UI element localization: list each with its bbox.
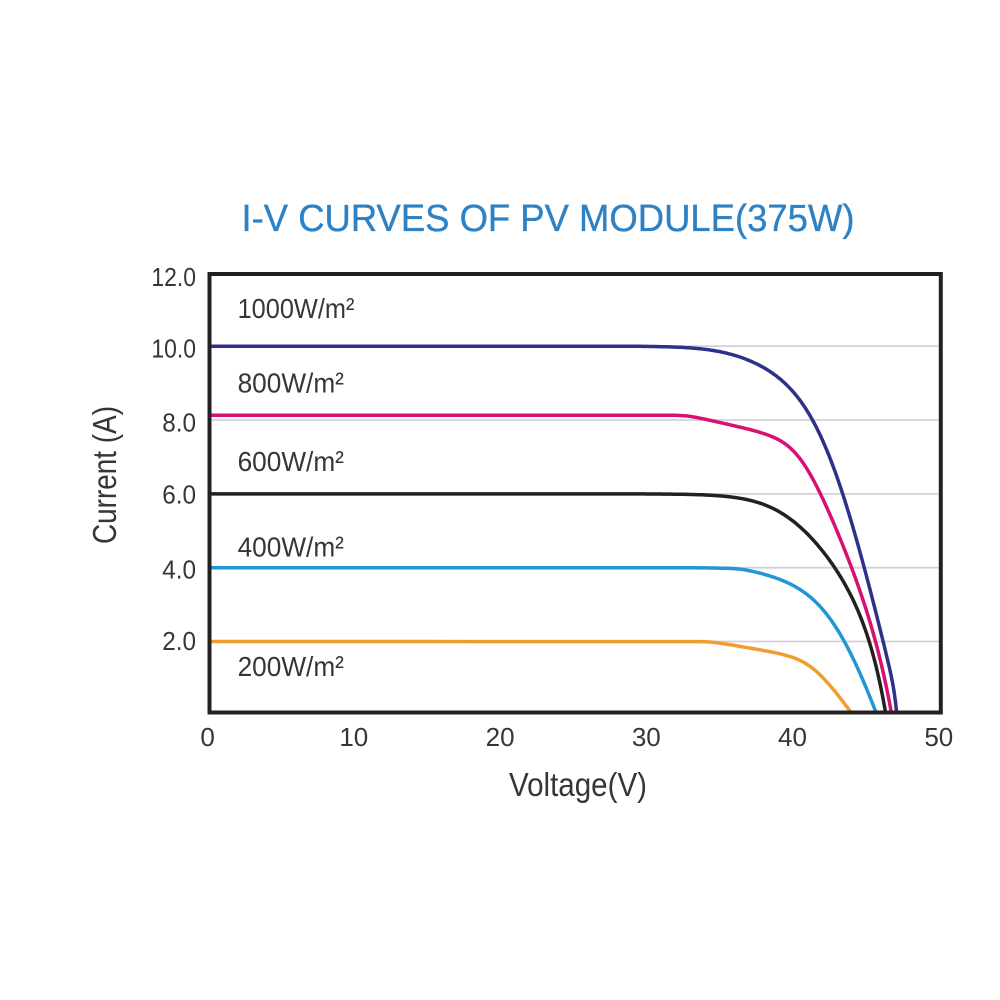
svg-text:4.0: 4.0 [162, 555, 196, 585]
svg-text:20: 20 [486, 722, 515, 752]
svg-text:0: 0 [200, 722, 214, 752]
svg-text:Current (A): Current (A) [86, 406, 123, 544]
svg-text:200W/m²: 200W/m² [238, 651, 344, 682]
svg-text:30: 30 [632, 722, 661, 752]
svg-text:600W/m²: 600W/m² [238, 446, 344, 477]
svg-text:40: 40 [778, 722, 807, 752]
svg-text:10: 10 [339, 722, 368, 752]
svg-text:2.0: 2.0 [162, 626, 196, 656]
svg-text:I-V CURVES OF PV MODULE(375W): I-V CURVES OF PV MODULE(375W) [242, 198, 855, 240]
svg-text:6.0: 6.0 [162, 479, 196, 509]
svg-text:8.0: 8.0 [162, 408, 196, 438]
svg-text:1000W/m²: 1000W/m² [238, 293, 355, 324]
svg-text:12.0: 12.0 [151, 262, 196, 292]
svg-text:Voltage(V): Voltage(V) [509, 766, 647, 803]
svg-text:400W/m²: 400W/m² [238, 531, 344, 562]
svg-text:10.0: 10.0 [151, 334, 196, 364]
svg-text:800W/m²: 800W/m² [238, 368, 344, 399]
svg-text:50: 50 [924, 722, 953, 752]
